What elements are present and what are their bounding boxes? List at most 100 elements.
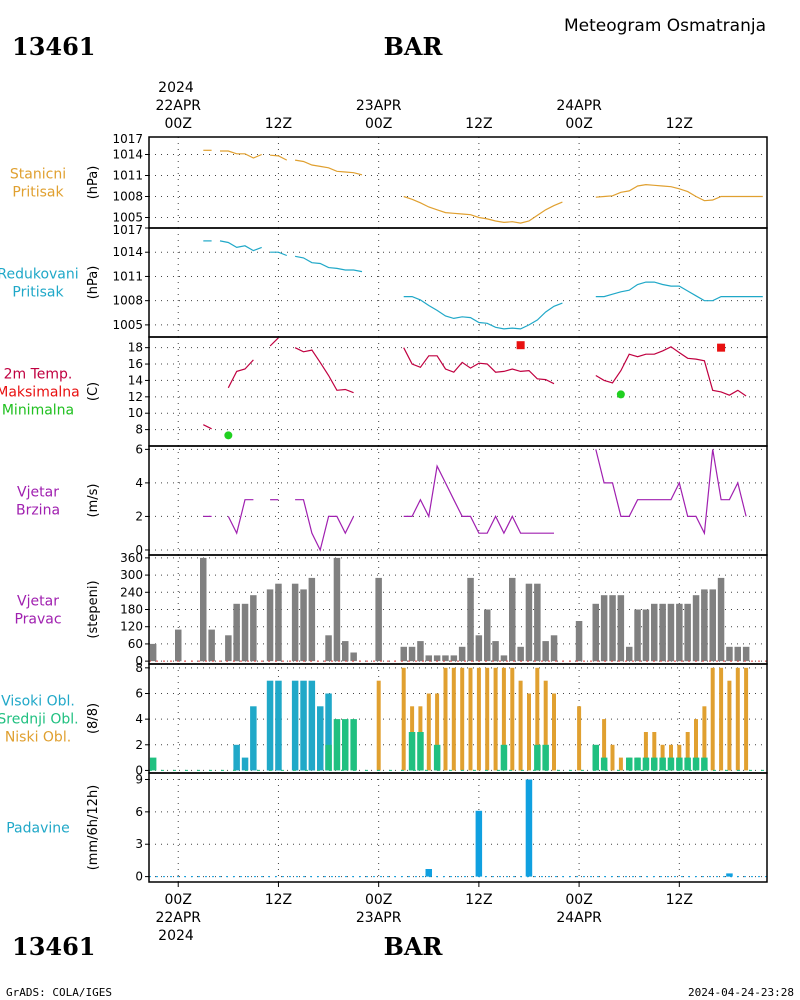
- y-tick-label: 1005: [112, 318, 143, 332]
- bar: [734, 646, 741, 662]
- bar: [266, 589, 274, 662]
- bar: [149, 643, 157, 662]
- cloud-bar: [592, 744, 599, 771]
- y-axis-label: (m/s): [86, 484, 101, 518]
- bar: [300, 589, 307, 662]
- panel-frame: [148, 663, 768, 774]
- cloud-bar: [350, 719, 357, 771]
- y-tick-label: 14: [128, 373, 143, 387]
- time-axis-top: 00Z 22APR 12Z 00Z 23APR 12Z 00Z 24APR 12Z: [155, 98, 693, 132]
- bar: [626, 646, 633, 662]
- panel-label: Padavine: [6, 821, 70, 837]
- y-tick-label: 3: [135, 837, 143, 851]
- bar: [333, 557, 341, 662]
- bar: [375, 577, 382, 662]
- station-id-bottom: 13461: [12, 932, 96, 961]
- cloud-bar: [433, 744, 441, 771]
- series-line: [295, 499, 355, 552]
- bar: [425, 655, 432, 662]
- y-tick-label: 8: [135, 661, 143, 675]
- panel-label: Niski Obl.: [5, 730, 71, 746]
- y-tick-label: 300: [120, 568, 143, 582]
- cloud-bar: [325, 744, 332, 771]
- cloud-bar: [308, 680, 316, 771]
- y-tick-label: 9: [135, 772, 143, 786]
- panel-label: Vjetar: [17, 594, 59, 610]
- time-tick-label: 12Z: [465, 892, 492, 908]
- time-date-label: 22APR: [155, 98, 201, 114]
- time-date-label: 23APR: [356, 910, 402, 926]
- panel-label: Maksimalna: [0, 385, 80, 401]
- cloud-bar: [468, 667, 473, 771]
- series-line: [219, 240, 262, 252]
- bar: [450, 655, 458, 662]
- panel-temperature: 8 10 12 14 16 18 (C) 2m Temp. Maksimalna Minimaln…: [0, 336, 768, 447]
- station-name-top: BAR: [384, 32, 444, 61]
- cloud-bar: [600, 757, 608, 771]
- cloud-bar: [744, 667, 749, 771]
- panel-label: Stanicni: [10, 167, 66, 183]
- bar: [500, 655, 508, 662]
- cloud-bar: [535, 667, 540, 771]
- y-axis-label: (mm/6h/12h): [86, 785, 101, 871]
- station-name-bottom: BAR: [384, 932, 444, 961]
- series-line: [595, 183, 763, 202]
- y-tick-label: 0: [135, 543, 143, 557]
- bar: [709, 589, 716, 662]
- cloud-bar: [626, 757, 633, 771]
- panel-label: Srednji Obl.: [0, 712, 79, 728]
- cloud-bar: [710, 667, 715, 771]
- y-tick-label: 12: [128, 390, 143, 404]
- bar: [425, 869, 432, 877]
- cloud-bar: [684, 757, 691, 771]
- y-tick-label: 0: [135, 763, 143, 777]
- cloud-bar: [727, 680, 732, 771]
- panel-frame: [148, 136, 768, 229]
- bar: [200, 557, 207, 662]
- cloud-bar: [701, 757, 708, 771]
- top-year-label: 2024: [158, 80, 194, 96]
- time-tick-label: 12Z: [666, 116, 693, 132]
- time-tick-label: 00Z: [565, 116, 592, 132]
- y-axis-label: (8/8): [86, 703, 101, 734]
- cloud-bar: [500, 744, 508, 771]
- series-line: [270, 251, 288, 257]
- bar: [642, 609, 650, 662]
- series-line: [403, 464, 554, 535]
- panel-clouds: 0 2 4 6 8 (8/8) Visoki Obl. Srednji Obl. Niski O…: [0, 661, 768, 777]
- series-line: [595, 346, 747, 397]
- y-tick-label: 2: [135, 509, 143, 523]
- cloud-bar: [510, 667, 515, 771]
- bar: [484, 609, 491, 662]
- cloud-bar: [652, 732, 657, 771]
- y-axis-label: (hPa): [86, 166, 101, 200]
- bar: [442, 655, 449, 662]
- time-date-label: 23APR: [356, 98, 402, 114]
- max-temp-marker: [516, 341, 525, 350]
- cloud-bar: [694, 719, 698, 771]
- cloud-bar: [643, 732, 648, 771]
- bar: [492, 641, 499, 662]
- cloud-bar: [241, 757, 249, 771]
- bar: [408, 646, 416, 662]
- series-line: [403, 347, 555, 385]
- y-tick-label: 0: [135, 870, 143, 884]
- time-tick-label: 00Z: [365, 116, 392, 132]
- cloud-bar: [426, 693, 431, 771]
- bar: [634, 609, 641, 662]
- time-date-label: 24APR: [556, 910, 602, 926]
- cloud-bar: [401, 667, 406, 771]
- cloud-bar: [451, 667, 456, 771]
- bar: [575, 621, 583, 662]
- bar: [241, 603, 249, 662]
- y-tick-label: 0: [135, 654, 143, 668]
- bottom-year-label: 2024: [158, 928, 194, 944]
- panel-wind_speed: 0 2 4 6 (m/s) Vjetar Brzina: [16, 442, 768, 557]
- cloud-bar: [685, 732, 690, 771]
- panel-label: Brzina: [16, 503, 60, 519]
- bar: [550, 635, 558, 662]
- bar: [475, 810, 483, 877]
- bar: [684, 603, 691, 662]
- series-line: [203, 424, 212, 430]
- bar: [609, 595, 616, 662]
